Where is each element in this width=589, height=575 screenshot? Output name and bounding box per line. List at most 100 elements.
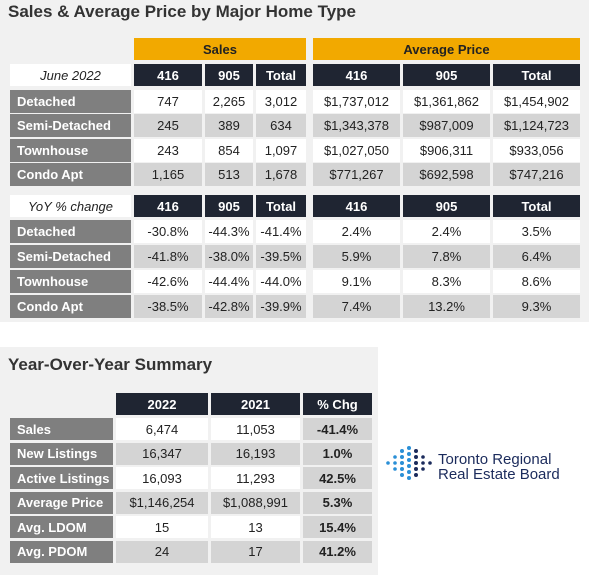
data-cell: 854 <box>205 139 253 162</box>
data-cell: -44.0% <box>256 270 306 293</box>
data-cell: $1,088,991 <box>211 491 300 514</box>
data-cell: 15 <box>116 516 208 538</box>
row-label: Townhouse <box>10 139 131 162</box>
data-cell: 513 <box>205 163 253 186</box>
data-cell: -44.3% <box>205 220 253 243</box>
row-label: Detached <box>10 220 131 243</box>
data-cell: 1.0% <box>303 442 372 465</box>
data-cell: -39.5% <box>256 245 306 268</box>
data-cell: 16,093 <box>116 467 208 489</box>
data-cell: 6,474 <box>116 418 208 440</box>
data-cell: $1,124,723 <box>493 114 580 137</box>
column-header: 905 <box>205 195 253 217</box>
title: Sales & Average Price by Major Home Type <box>8 2 357 21</box>
data-cell: 13 <box>211 516 300 538</box>
logo-text: Toronto Regional <box>438 451 552 468</box>
column-header: 905 <box>205 64 253 86</box>
data-cell: 1,097 <box>256 139 306 162</box>
column-header: Total <box>256 195 306 217</box>
data-cell: 8.6% <box>493 270 580 293</box>
data-cell: 7.4% <box>313 295 400 318</box>
column-header: 2021 <box>211 393 300 415</box>
data-cell: $1,361,862 <box>403 90 490 113</box>
data-cell: -42.8% <box>205 295 253 318</box>
data-cell: 2.4% <box>313 220 400 243</box>
data-cell: 243 <box>134 139 202 162</box>
period-label: June 2022 <box>10 64 131 86</box>
column-header: 2022 <box>116 393 208 415</box>
data-cell: 2.4% <box>403 220 490 243</box>
group-header: Sales <box>134 38 306 60</box>
row-label: Semi-Detached <box>10 245 131 268</box>
row-label: Condo Apt <box>10 295 131 318</box>
logo-text: Real Estate Board <box>438 466 560 483</box>
column-header: 416 <box>134 195 202 217</box>
data-cell: 2,265 <box>205 90 253 113</box>
data-cell: 3.5% <box>493 220 580 243</box>
column-header: 905 <box>403 64 490 86</box>
row-label: Average Price <box>10 491 113 514</box>
data-cell: 6.4% <box>493 245 580 268</box>
row-label: Townhouse <box>10 270 131 293</box>
data-cell: $987,009 <box>403 114 490 137</box>
data-cell: -39.9% <box>256 295 306 318</box>
data-cell: -38.0% <box>205 245 253 268</box>
data-cell: 5.3% <box>303 491 372 514</box>
data-cell: 245 <box>134 114 202 137</box>
row-label: Avg. PDOM <box>10 540 113 563</box>
row-label: Avg. LDOM <box>10 516 113 538</box>
data-cell: 16,193 <box>211 442 300 465</box>
data-cell: $1,454,902 <box>493 90 580 113</box>
data-cell: 11,053 <box>211 418 300 440</box>
data-cell: $771,267 <box>313 163 400 186</box>
data-cell: 13.2% <box>403 295 490 318</box>
period-label: YoY % change <box>10 195 131 217</box>
data-cell: 16,347 <box>116 442 208 465</box>
data-cell: 7.8% <box>403 245 490 268</box>
data-cell: 42.5% <box>303 467 372 489</box>
data-cell: $1,737,012 <box>313 90 400 113</box>
data-cell: 389 <box>205 114 253 137</box>
group-header: Average Price <box>313 38 580 60</box>
data-cell: 1,678 <box>256 163 306 186</box>
data-cell: 9.1% <box>313 270 400 293</box>
data-cell: $1,146,254 <box>116 491 208 514</box>
column-header: Total <box>493 64 580 86</box>
data-cell: 8.3% <box>403 270 490 293</box>
data-cell: -41.4% <box>256 220 306 243</box>
data-cell: -30.8% <box>134 220 202 243</box>
data-cell: 747 <box>134 90 202 113</box>
column-header: 416 <box>313 64 400 86</box>
row-label: Sales <box>10 418 113 440</box>
column-header: Total <box>493 195 580 217</box>
column-header: % Chg <box>303 393 372 415</box>
logo-mark <box>386 446 432 480</box>
data-cell: $1,343,378 <box>313 114 400 137</box>
column-header: 905 <box>403 195 490 217</box>
data-cell: 9.3% <box>493 295 580 318</box>
row-label: Condo Apt <box>10 163 131 186</box>
row-label: New Listings <box>10 442 113 465</box>
row-label: Semi-Detached <box>10 114 131 137</box>
data-cell: 17 <box>211 540 300 563</box>
data-cell: 1,165 <box>134 163 202 186</box>
data-cell: 634 <box>256 114 306 137</box>
data-cell: 15.4% <box>303 516 372 538</box>
data-cell: $906,311 <box>403 139 490 162</box>
data-cell: -38.5% <box>134 295 202 318</box>
data-cell: $933,056 <box>493 139 580 162</box>
data-cell: 5.9% <box>313 245 400 268</box>
data-cell: -41.8% <box>134 245 202 268</box>
data-cell: $747,216 <box>493 163 580 186</box>
data-cell: $692,598 <box>403 163 490 186</box>
data-cell: 41.2% <box>303 540 372 563</box>
summary-title: Year-Over-Year Summary <box>8 355 213 374</box>
data-cell: -42.6% <box>134 270 202 293</box>
data-cell: 24 <box>116 540 208 563</box>
column-header: 416 <box>313 195 400 217</box>
column-header: 416 <box>134 64 202 86</box>
row-label: Active Listings <box>10 467 113 489</box>
column-header: Total <box>256 64 306 86</box>
data-cell: 3,012 <box>256 90 306 113</box>
